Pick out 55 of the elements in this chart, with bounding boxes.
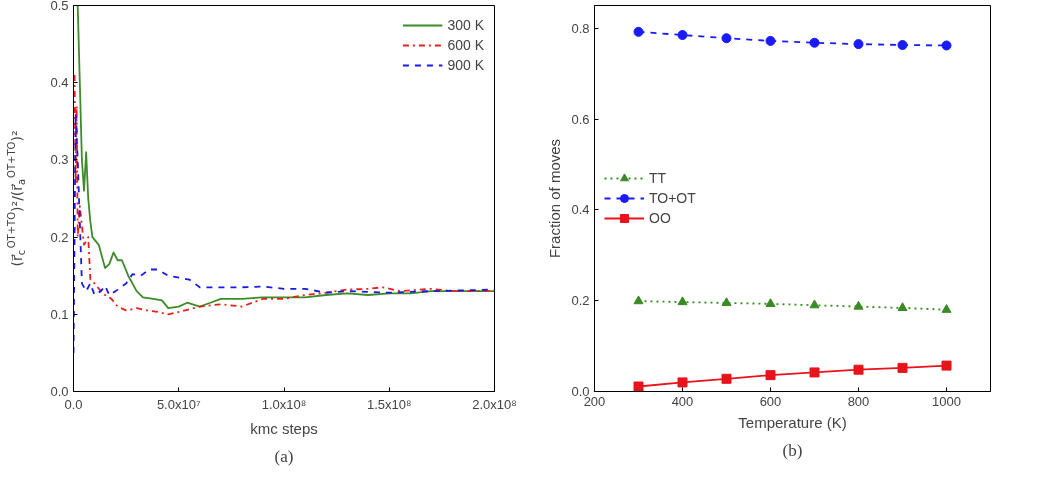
- y-tick-label: 0.2: [571, 293, 590, 309]
- point: [677, 377, 688, 388]
- x-tick-label: 1.5x10⁸: [366, 396, 412, 412]
- point: [897, 40, 908, 50]
- point: [765, 298, 776, 307]
- line-series: [76, 5, 495, 310]
- x-axis-title: kmc steps: [250, 419, 318, 437]
- y-tick-label: 0.4: [50, 75, 69, 91]
- point: [633, 295, 644, 305]
- y-tick-label: 0.1: [50, 306, 69, 322]
- point: [941, 360, 952, 371]
- point: [633, 26, 644, 37]
- legend-label: 300 K: [447, 17, 484, 33]
- point: [941, 40, 952, 51]
- point: [809, 37, 820, 48]
- y-tick-label: 0.8: [571, 20, 590, 36]
- point: [897, 302, 908, 312]
- point: [721, 33, 732, 44]
- x-tick-label: 1000: [932, 393, 961, 409]
- x-tick-label: 400: [671, 393, 694, 409]
- text: (b): [782, 440, 803, 460]
- legend-label: TT: [649, 170, 668, 186]
- y-tick-label: 0.5: [50, 0, 69, 13]
- point: [809, 299, 820, 309]
- point: [677, 296, 688, 306]
- x-tick-label: 0.0: [64, 396, 83, 412]
- x-tick-label: 5.0x10⁷: [156, 396, 201, 412]
- point: [809, 367, 820, 378]
- point: [853, 300, 864, 310]
- point: [765, 35, 776, 46]
- legend-label: 600 K: [447, 37, 484, 53]
- point: [853, 39, 864, 50]
- point: [765, 370, 776, 381]
- y-tick-label: 0.6: [571, 111, 590, 127]
- point: [721, 373, 732, 384]
- point: [677, 30, 688, 41]
- x-axis-title: Temperature (K): [738, 413, 847, 431]
- point: [633, 381, 644, 392]
- point: [853, 364, 864, 375]
- point: [941, 304, 952, 313]
- x-tick-label: 600: [759, 393, 782, 409]
- legend-label: TO+OT: [649, 190, 696, 206]
- y-tick-label: 0.2: [50, 229, 69, 245]
- y-tick-label: 0.3: [50, 152, 69, 168]
- y-axis-title: (r⃗cOT+TO)²/(r⃗aOT+TO)²: [5, 130, 27, 267]
- x-tick-label: 800: [847, 393, 870, 409]
- text: (a): [274, 446, 294, 466]
- point: [897, 362, 908, 373]
- legend-label: 900 K: [447, 57, 484, 73]
- legend-label: OO: [649, 210, 671, 226]
- x-tick-label: 2.0x10⁸: [472, 396, 517, 412]
- y-axis-title: Fraction of moves: [546, 138, 564, 259]
- point: [721, 297, 732, 307]
- y-tick-label: 0.4: [571, 202, 590, 218]
- x-tick-label: 1.0x10⁸: [261, 396, 307, 412]
